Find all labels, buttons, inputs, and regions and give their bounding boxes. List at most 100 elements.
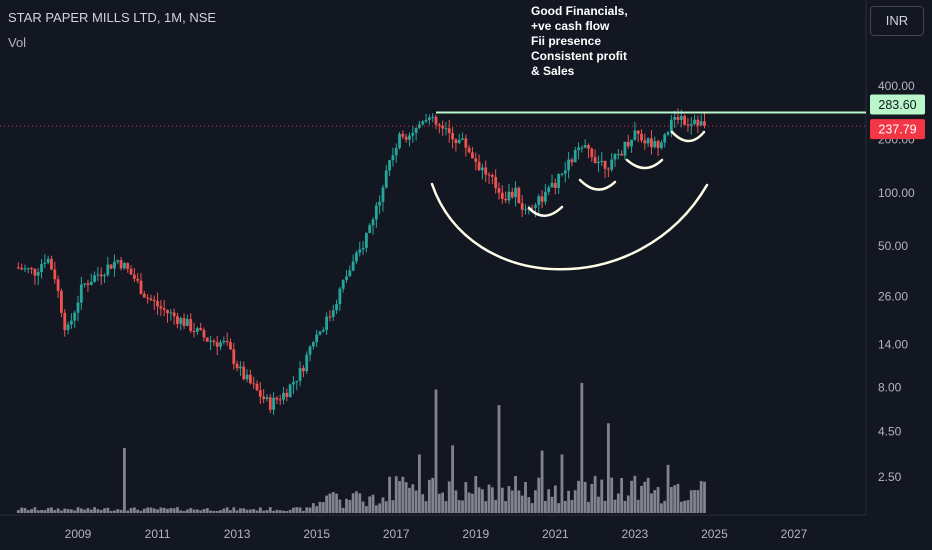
candle-body: [252, 383, 256, 385]
candle-body: [60, 290, 63, 313]
candle-body: [543, 191, 547, 202]
volume-bar: [96, 509, 100, 513]
volume-bar: [481, 489, 484, 513]
volume-bar: [593, 475, 597, 513]
candle-body: [364, 233, 368, 249]
candle-body: [573, 150, 577, 163]
volume-label: Vol: [8, 35, 27, 50]
volume-bar: [305, 507, 309, 513]
candle-body: [69, 320, 73, 325]
volume-bar: [30, 509, 33, 513]
volume-bar: [490, 487, 494, 513]
candle-body: [146, 297, 150, 299]
volume-bar: [497, 405, 501, 513]
candle-body: [341, 279, 345, 289]
candle-body: [500, 192, 504, 199]
time-tick-label: 2011: [145, 527, 171, 541]
candle-body: [398, 133, 401, 148]
volume-bar: [530, 503, 534, 513]
volume-bar: [358, 493, 362, 513]
volume-bar: [660, 503, 663, 513]
candle-body: [520, 203, 524, 210]
candle-body: [202, 329, 206, 338]
volume-bar: [689, 490, 693, 513]
candle-body: [371, 219, 375, 226]
candle-body: [597, 161, 600, 164]
candle-body: [650, 138, 653, 148]
candle-body: [587, 145, 590, 149]
volume-bar: [89, 509, 93, 513]
candle-body: [192, 330, 196, 332]
volume-bar: [580, 383, 584, 513]
candle-body: [275, 397, 279, 400]
volume-bar: [20, 507, 24, 513]
candle-body: [113, 261, 116, 269]
volume-bar: [272, 510, 275, 513]
volume-bar: [510, 490, 514, 513]
volume-bar: [106, 507, 110, 513]
candle-body: [89, 281, 93, 286]
handle-arc: [670, 130, 706, 143]
time-tick-label: 2013: [224, 527, 251, 541]
volume-bar: [517, 490, 521, 513]
time-tick-label: 2015: [303, 527, 330, 541]
volume-bar: [26, 510, 30, 513]
candle-body: [676, 117, 680, 120]
candle-body: [510, 191, 514, 198]
price-tick-label: 2.50: [878, 470, 902, 484]
candle-body: [447, 128, 451, 134]
volume-bar: [225, 507, 229, 513]
volume-bar: [444, 501, 448, 513]
volume-bar: [676, 483, 680, 513]
volume-bar: [262, 510, 266, 513]
chart-title: STAR PAPER MILLS LTD, 1M, NSE: [8, 10, 217, 25]
candle-body: [331, 310, 335, 317]
candle-body: [663, 134, 667, 143]
volume-bar: [93, 507, 96, 513]
candle-body: [457, 139, 461, 144]
candle-body: [315, 334, 319, 343]
volume-bar: [242, 508, 246, 513]
price-tick-label: 400.00: [878, 79, 915, 93]
volume-bar: [693, 490, 696, 513]
volume-bar: [212, 510, 216, 513]
resistance-price-tag-bg: [870, 94, 925, 115]
volume-bar: [603, 500, 607, 513]
volume-bar: [683, 500, 687, 513]
annotation-text: Good Financials, +ve cash flow Fii prese…: [531, 4, 628, 79]
candle-body: [132, 274, 136, 279]
volume-bar: [590, 483, 594, 513]
handle-arc: [527, 205, 564, 217]
candle-body: [391, 155, 395, 161]
candle-body: [308, 346, 312, 355]
volume-bar: [132, 507, 136, 513]
volume-bar: [467, 492, 471, 513]
candle-body: [660, 142, 663, 148]
candle-body: [553, 182, 557, 188]
candle-body: [557, 174, 561, 188]
candle-body: [345, 276, 348, 280]
time-tick-label: 2017: [383, 527, 410, 541]
candle-body: [623, 141, 627, 156]
time-tick-label: 2021: [542, 527, 569, 541]
currency-button[interactable]: INR: [870, 6, 924, 36]
volume-bar: [421, 494, 425, 513]
candle-body: [547, 187, 551, 192]
volume-bar: [364, 506, 368, 513]
candle-body: [86, 283, 90, 286]
volume-bar: [597, 496, 600, 513]
volume-bar: [40, 509, 43, 513]
volume-bar: [292, 507, 295, 513]
candle-body: [225, 340, 229, 343]
volume-bar: [663, 500, 667, 513]
candle-body: [693, 119, 696, 125]
volume-bar: [388, 476, 391, 513]
volume-bar: [427, 479, 431, 513]
candle-body: [583, 145, 587, 148]
candle-body: [185, 319, 189, 326]
price-tick-label: 14.00: [878, 337, 908, 351]
candle-body: [358, 249, 362, 253]
volume-bar: [36, 510, 40, 513]
volume-bar: [172, 508, 176, 513]
